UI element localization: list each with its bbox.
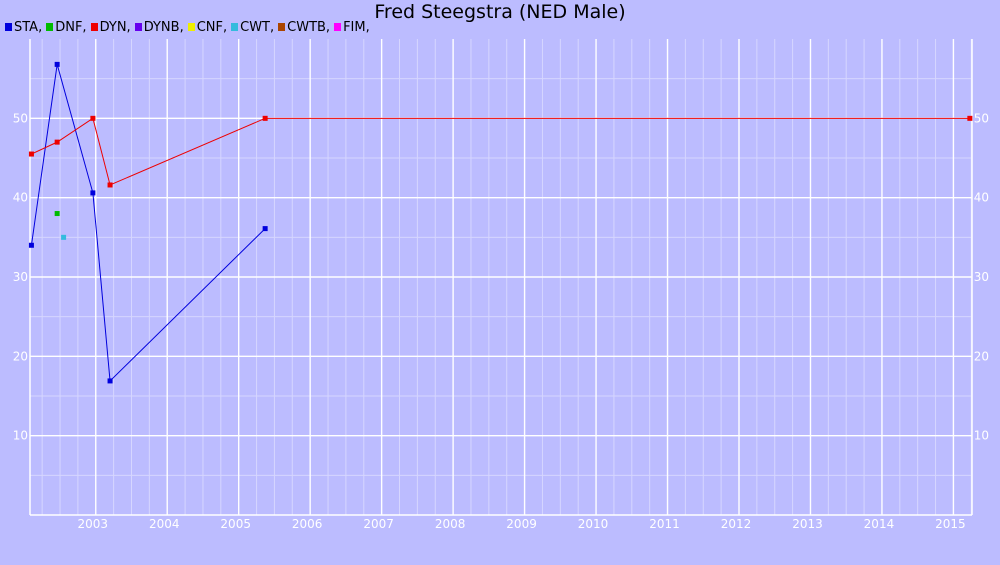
- data-point-dnf: [54, 211, 60, 217]
- x-tick-label: 2010: [578, 517, 609, 531]
- legend-item: FIM,: [334, 20, 370, 35]
- chart-title: Fred Steegstra (NED Male): [374, 1, 626, 23]
- legend-label: STA,: [14, 20, 43, 35]
- series-line-sta: [30, 64, 266, 383]
- y-tick-label-right: 30: [974, 270, 989, 284]
- data-point-dyn: [28, 151, 34, 157]
- legend-label: DYN,: [99, 20, 131, 35]
- legend-swatch: [231, 23, 239, 31]
- legend-swatch: [278, 23, 286, 31]
- data-point-dyn: [107, 182, 113, 188]
- legend: STA, DNF, DYN, DYNB, CNF, CWT, CWTB, FIM,: [5, 20, 374, 35]
- legend-item: CWTB,: [278, 20, 330, 35]
- data-point-sta: [262, 226, 268, 232]
- y-tick-label-left: 20: [13, 349, 28, 363]
- x-tick-label: 2004: [149, 517, 180, 531]
- legend-item: STA,: [5, 20, 42, 35]
- legend-label: FIM,: [343, 20, 370, 35]
- x-tick-label: 2003: [77, 517, 108, 531]
- x-tick-label: 2009: [506, 517, 537, 531]
- y-tick-label-right: 40: [974, 191, 989, 205]
- legend-swatch: [5, 23, 12, 31]
- y-tick-label-right: 10: [974, 429, 989, 443]
- y-tick-label-right: 50: [974, 111, 989, 125]
- x-tick-label: 2014: [864, 517, 895, 531]
- legend-label: CNF,: [196, 20, 228, 35]
- legend-item: CNF,: [187, 20, 228, 35]
- x-tick-label: 2005: [220, 517, 251, 531]
- legend-item: DYN,: [90, 20, 131, 35]
- legend-label: CWT,: [240, 20, 275, 35]
- x-tick-label: 2008: [435, 517, 466, 531]
- data-point-dyn: [262, 115, 268, 121]
- x-tick-label: 2007: [363, 517, 394, 531]
- data-point-dyn: [967, 115, 973, 121]
- x-tick-label: 2015: [935, 517, 966, 531]
- legend-label: DNF,: [55, 20, 87, 35]
- y-tick-label-left: 40: [13, 191, 28, 205]
- legend-item: DYNB,: [134, 20, 184, 35]
- y-tick-label-left: 30: [13, 270, 28, 284]
- legend-swatch: [187, 23, 195, 31]
- x-tick-label: 2013: [792, 517, 823, 531]
- legend-swatch: [334, 23, 342, 31]
- legend-label: CWTB,: [287, 20, 331, 35]
- legend-item: DNF,: [46, 20, 87, 35]
- data-point-sta: [107, 378, 113, 384]
- legend-label: DYNB,: [143, 20, 184, 35]
- legend-swatch: [134, 23, 142, 31]
- legend-swatch: [46, 23, 54, 31]
- legend-swatch: [90, 23, 98, 31]
- series-line-dyn: [31, 117, 970, 186]
- x-tick-label: 2011: [649, 517, 680, 531]
- legend-item: CWT,: [231, 20, 274, 35]
- x-tick-label: 2012: [721, 517, 752, 531]
- data-point-sta: [54, 61, 60, 67]
- data-point-sta: [90, 190, 96, 196]
- data-point-dyn: [90, 115, 96, 121]
- x-tick-label: 2006: [292, 517, 323, 531]
- data-point-sta: [28, 242, 34, 248]
- data-point-cwt: [61, 234, 67, 240]
- data-point-dyn: [54, 139, 60, 145]
- y-tick-label-left: 50: [13, 111, 28, 125]
- y-tick-label-right: 20: [974, 349, 989, 363]
- y-tick-label-left: 10: [13, 429, 28, 443]
